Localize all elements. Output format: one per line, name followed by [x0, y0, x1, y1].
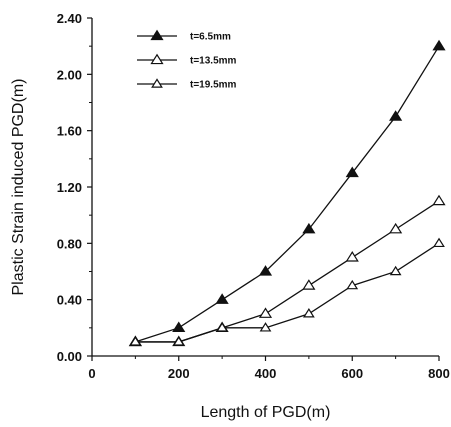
- data-point: [258, 265, 273, 276]
- legend-label: t=19.5mm: [190, 80, 237, 91]
- legend-marker: [150, 29, 164, 41]
- legend-marker: [150, 53, 164, 65]
- x-tick-label: 400: [255, 366, 277, 381]
- y-tick-label: 1.60: [57, 124, 82, 139]
- data-point: [302, 308, 315, 318]
- y-tick-label: 2.40: [57, 11, 82, 26]
- series-line: [135, 242, 440, 343]
- chart-ticks: 0.00 0.40 0.80 1.20 1.60 2.00 2.40 0 200 400 600 80…: [57, 11, 450, 381]
- x-tick-label: 0: [88, 366, 95, 381]
- series-line: [135, 45, 440, 343]
- legend-item: t=19.5mm: [137, 78, 237, 91]
- data-point: [172, 321, 186, 333]
- data-point: [432, 194, 446, 206]
- legend-label: t=6.5mm: [190, 32, 231, 43]
- legend-item: t=13.5mm: [137, 53, 237, 67]
- data-point: [172, 336, 185, 346]
- chart-series: [128, 39, 446, 347]
- legend-marker: [151, 78, 163, 88]
- data-point: [346, 279, 359, 290]
- data-point: [129, 336, 142, 346]
- y-tick-label: 2.00: [57, 67, 82, 82]
- y-tick-label: 0.40: [57, 293, 82, 308]
- data-point: [432, 39, 446, 51]
- data-point: [433, 237, 445, 248]
- data-point: [389, 222, 403, 234]
- data-point: [345, 166, 359, 178]
- series-1: [128, 39, 446, 347]
- legend-item: t=6.5mm: [137, 29, 231, 43]
- data-point: [302, 222, 316, 234]
- y-tick-label: 0.80: [57, 236, 82, 251]
- data-point: [345, 251, 359, 262]
- y-tick-label: 0.00: [57, 349, 82, 364]
- x-tick-label: 200: [168, 366, 190, 381]
- data-point: [258, 307, 273, 318]
- data-point: [302, 279, 316, 290]
- data-point: [259, 322, 272, 332]
- x-tick-label: 800: [428, 366, 450, 381]
- y-tick-label: 1.20: [57, 180, 82, 195]
- x-axis-label: Length of PGD(m): [201, 404, 331, 421]
- x-tick-label: 600: [341, 366, 363, 381]
- data-point: [389, 265, 402, 276]
- data-point: [215, 293, 229, 304]
- data-point: [216, 322, 229, 332]
- y-axis-label: Plastic Strain induced PGD(m): [10, 79, 27, 296]
- chart-legend: t=6.5mm t=13.5mm t=19.5mm: [137, 29, 237, 91]
- data-point: [389, 110, 403, 121]
- series-3: [129, 237, 445, 346]
- chart-axes: [91, 18, 439, 357]
- legend-label: t=13.5mm: [190, 56, 237, 67]
